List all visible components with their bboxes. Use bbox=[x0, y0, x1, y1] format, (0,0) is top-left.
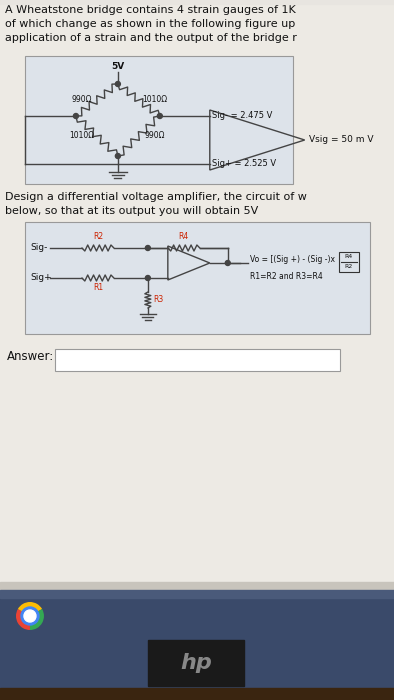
Text: 5V: 5V bbox=[111, 62, 125, 71]
Bar bbox=[55, 349, 340, 371]
Bar bbox=[0, 0, 394, 4]
Text: Vo = [(Sig +) - (Sig -)x: Vo = [(Sig +) - (Sig -)x bbox=[250, 256, 335, 265]
Bar bbox=[25, 222, 370, 334]
Text: R4: R4 bbox=[179, 232, 189, 241]
Bar bbox=[25, 56, 293, 184]
Wedge shape bbox=[18, 602, 42, 612]
Wedge shape bbox=[30, 609, 44, 630]
Text: Design a differential voltage amplifier, the circuit of w: Design a differential voltage amplifier,… bbox=[5, 192, 307, 202]
Text: 1010Ω: 1010Ω bbox=[69, 132, 95, 141]
Text: Sig- = 2.475 V: Sig- = 2.475 V bbox=[212, 111, 272, 120]
Text: of which change as shown in the following figure up: of which change as shown in the followin… bbox=[5, 19, 295, 29]
Circle shape bbox=[115, 153, 121, 158]
Bar bbox=[0, 582, 394, 590]
Text: application of a strain and the output of the bridge r: application of a strain and the output o… bbox=[5, 33, 297, 43]
Text: Sig+ = 2.525 V: Sig+ = 2.525 V bbox=[212, 160, 276, 169]
Bar bbox=[148, 640, 244, 686]
Bar bbox=[0, 590, 394, 700]
Text: R3: R3 bbox=[153, 295, 163, 304]
Text: hp: hp bbox=[180, 653, 212, 673]
Circle shape bbox=[73, 113, 78, 118]
Circle shape bbox=[115, 81, 121, 87]
Text: 990Ω: 990Ω bbox=[72, 95, 92, 104]
Text: R1=R2 and R3=R4: R1=R2 and R3=R4 bbox=[250, 272, 323, 281]
Bar bbox=[0, 0, 394, 600]
Circle shape bbox=[145, 246, 151, 251]
Text: R1: R1 bbox=[93, 283, 103, 292]
Circle shape bbox=[157, 113, 162, 118]
Wedge shape bbox=[16, 609, 30, 630]
Circle shape bbox=[225, 260, 230, 265]
Text: Answer:: Answer: bbox=[7, 350, 54, 363]
Bar bbox=[339, 252, 359, 272]
Bar bbox=[0, 590, 394, 598]
Text: 990Ω: 990Ω bbox=[145, 132, 165, 141]
Text: Sig-: Sig- bbox=[30, 244, 47, 253]
Text: 1010Ω: 1010Ω bbox=[142, 95, 167, 104]
Text: A Wheatstone bridge contains 4 strain gauges of 1K: A Wheatstone bridge contains 4 strain ga… bbox=[5, 5, 296, 15]
Circle shape bbox=[145, 276, 151, 281]
Circle shape bbox=[21, 607, 39, 625]
Text: R4: R4 bbox=[344, 254, 353, 259]
Text: below, so that at its output you will obtain 5V: below, so that at its output you will ob… bbox=[5, 206, 258, 216]
Text: Vsig = 50 m V: Vsig = 50 m V bbox=[309, 136, 373, 144]
Text: R2: R2 bbox=[93, 232, 103, 241]
Text: R2: R2 bbox=[344, 265, 353, 270]
Bar bbox=[0, 688, 394, 700]
Text: Sig+: Sig+ bbox=[30, 274, 52, 283]
Circle shape bbox=[24, 610, 36, 622]
